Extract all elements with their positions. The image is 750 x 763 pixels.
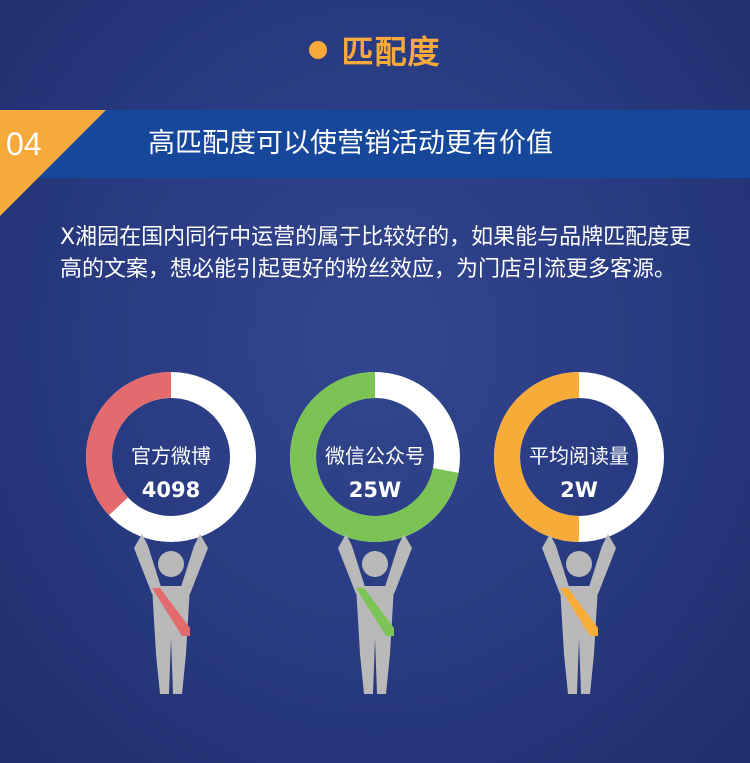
stat-value: 25W (348, 478, 402, 502)
sash (152, 588, 190, 636)
stat-value: 2W (560, 478, 598, 502)
ring-arc (86, 372, 172, 516)
bullet-dot-icon (309, 41, 328, 59)
person-holding-ring-icon (542, 534, 616, 694)
subtitle-banner: 高匹配度可以使营销活动更有价值 (0, 110, 750, 178)
ring-chart (290, 372, 460, 542)
ring-arc (290, 372, 459, 542)
corner-badge-icon (0, 110, 106, 216)
banner-text: 高匹配度可以使营销活动更有价值 (148, 128, 553, 159)
ring-chart (494, 372, 664, 542)
stat-figure-readership: 平均阅读量 2W (494, 372, 664, 702)
section-header: 匹配度 (0, 28, 750, 72)
ring-chart (86, 372, 256, 542)
person-holding-ring-icon (134, 534, 208, 694)
stat-label: 官方微博 (131, 444, 211, 468)
sash (356, 588, 394, 636)
person-holding-ring-icon (338, 534, 412, 694)
figure-graphic (290, 372, 460, 694)
sash (560, 588, 598, 636)
page-title: 匹配度 (341, 33, 441, 71)
banner-number: 04 (6, 126, 42, 162)
stat-value: 4098 (141, 478, 201, 502)
stat-figure-weibo: 官方微博 4098 (86, 372, 256, 702)
figure-graphic (86, 372, 256, 694)
ring-arc (494, 372, 580, 542)
figure-graphic (494, 372, 664, 694)
stat-label: 微信公众号 (325, 444, 425, 468)
stat-figure-wechat: 微信公众号 25W (290, 372, 460, 702)
stat-label: 平均阅读量 (529, 444, 629, 468)
description-text: X湘园在国内同行中运营的属于比较好的，如果能与品牌匹配度更高的文案，想必能引起更… (60, 225, 692, 282)
